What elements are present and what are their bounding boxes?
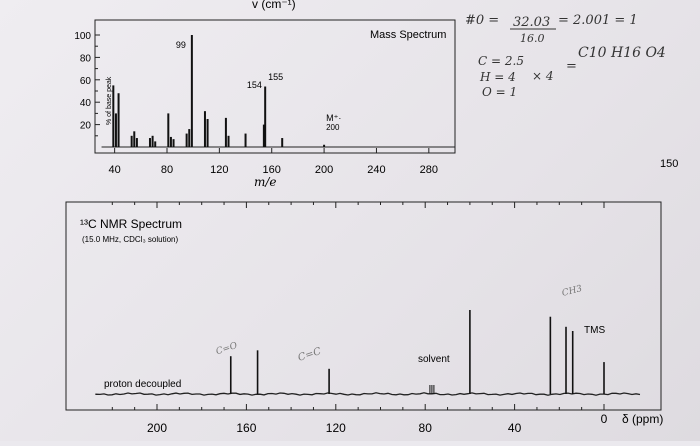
ms-x-tick-label: 280 (420, 164, 438, 176)
ms-y-tick-label: 20 (80, 121, 92, 132)
nmr-x-axis-label: δ (ppm) (622, 412, 663, 426)
ms-frame (94, 19, 456, 154)
calc-h-line: H = 4 (479, 70, 516, 84)
ms-title: Mass Spectrum (370, 29, 446, 41)
nmr-x-ticks: 200 160 120 80 40 0 (66, 202, 661, 435)
ms-x-axis-label: m/e (254, 175, 277, 189)
nmr-subtitle: (15.0 MHz, CDCl₃ solution) (82, 235, 179, 244)
nmr-panel: ¹³C NMR Spectrum (15.0 MHz, CDCl₃ soluti… (65, 201, 663, 435)
ms-x-tick-label: 80 (161, 164, 173, 176)
nmr-x-tick-label: 40 (508, 421, 522, 435)
nmr-x-tick-label: 80 (419, 421, 433, 435)
calc-o-line: O = 1 (482, 85, 517, 99)
ms-peak-label: 155 (268, 72, 283, 82)
nmr-carbonyl-note: C=O (215, 341, 239, 357)
nmr-peaks (229, 310, 605, 394)
ms-x-tick-label: 200 (315, 164, 333, 176)
ms-x-tick-label: 240 (367, 164, 385, 176)
nmr-methyl-note: CH3 (561, 284, 584, 299)
ms-x-tick-label: 160 (263, 164, 281, 176)
ms-bars (101, 35, 455, 148)
ms-peak-label: 200 (326, 123, 340, 132)
nmr-proton-decoupled-label: proton decoupled (104, 379, 181, 390)
nmr-x-tick-label: 120 (326, 421, 346, 435)
ms-x-ticks: 40 80 120 160 200 240 280 (109, 148, 438, 176)
handwritten-calculation: #0 = 32.03 16.0 = 2.001 = 1 C = 2.5 H = … (465, 13, 666, 99)
calc-line1-left: #0 = (465, 13, 499, 28)
nmr-x-tick-label: 200 (147, 421, 167, 435)
ms-x-tick-label: 40 (109, 164, 121, 176)
ms-y-tick-label: 40 (80, 98, 92, 109)
ms-peak-label: 99 (176, 40, 186, 50)
calc-fraction-num: 32.03 (513, 15, 550, 30)
mass-spectrum-panel: Mass Spectrum % of base peak m/e 20 40 60 8… (74, 19, 456, 189)
nmr-x-tick-label: 0 (601, 412, 608, 426)
calc-fraction-den: 16.0 (520, 32, 545, 45)
nmr-tms-label: TMS (584, 325, 605, 336)
nmr-x-tick-label: 160 (236, 421, 256, 435)
ms-y-ticks: 20 40 60 80 100 (74, 31, 100, 137)
calc-formula: C10 H16 O4 (578, 45, 666, 61)
nmr-baseline-trace (95, 392, 641, 396)
calc-multiplier: × 4 (532, 69, 554, 83)
ms-y-tick-label: 80 (80, 53, 92, 64)
calc-equals: = (566, 59, 577, 74)
ir-edge-tick: 150 (660, 158, 678, 170)
ms-y-axis-label: % of base peak (106, 76, 113, 125)
calc-line1-result: = 2.001 = 1 (558, 13, 638, 28)
nmr-title: ¹³C NMR Spectrum (80, 217, 182, 231)
ms-peak-label: M⁺· (326, 113, 341, 123)
ms-annotations: 99 154 155 M⁺·200 (176, 40, 341, 132)
ms-y-tick-label: 60 (80, 76, 92, 87)
ms-peak-label: 154 (247, 80, 262, 90)
nmr-solvent-label: solvent (418, 354, 450, 365)
calc-c-line: C = 2.5 (478, 54, 524, 68)
ms-y-tick-label: 100 (74, 31, 91, 42)
ir-axis-fragment: v (cm⁻¹) (252, 0, 296, 11)
nmr-alkene-note: C=C (297, 346, 323, 364)
nmr-baseline (95, 392, 641, 396)
ms-x-tick-label: 120 (210, 164, 228, 176)
